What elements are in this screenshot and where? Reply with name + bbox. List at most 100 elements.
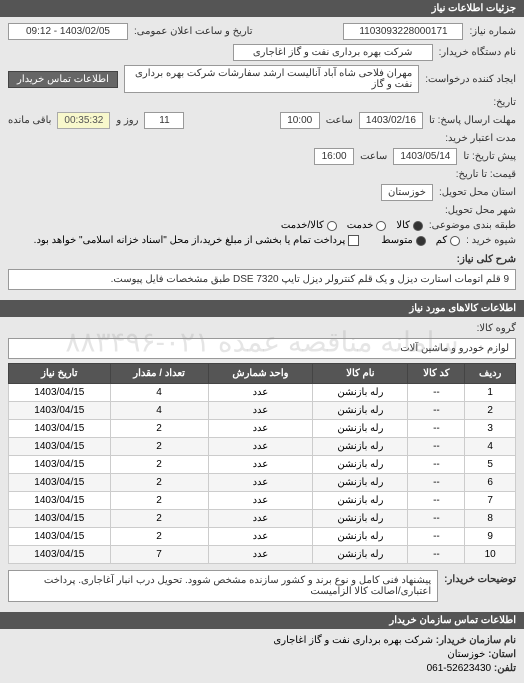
valid-hour-value: 16:00 bbox=[314, 148, 354, 165]
table-header-cell: تاریخ نیاز bbox=[9, 364, 111, 384]
radio-low-label: کم bbox=[436, 235, 447, 246]
table-row: 10--رله بازنشنعدد71403/04/15 bbox=[9, 546, 516, 564]
delivery-state-value: خوزستان bbox=[381, 184, 433, 201]
table-cell: -- bbox=[408, 492, 465, 510]
need-info-body: شماره نیاز: 1103093228000171 تاریخ و ساع… bbox=[0, 17, 524, 300]
table-cell: 4 bbox=[110, 384, 208, 402]
table-cell: رله بازنشن bbox=[313, 402, 408, 420]
table-cell: -- bbox=[408, 402, 465, 420]
table-cell: 2 bbox=[465, 402, 516, 420]
table-cell: رله بازنشن bbox=[313, 510, 408, 528]
remain-label: باقی مانده bbox=[8, 115, 51, 126]
contact-phone-value: 52623430-061 bbox=[427, 663, 492, 674]
table-cell: 2 bbox=[110, 456, 208, 474]
contact-info-header: اطلاعات تماس سازمان خریدار bbox=[0, 612, 524, 629]
table-cell: -- bbox=[408, 456, 465, 474]
deadline-date-value: 1403/02/16 bbox=[359, 112, 423, 129]
table-cell: 2 bbox=[110, 510, 208, 528]
table-cell: عدد bbox=[208, 420, 313, 438]
table-cell: 2 bbox=[110, 438, 208, 456]
radio-dot-icon bbox=[450, 236, 460, 246]
contact-phone-label: تلفن: bbox=[494, 663, 516, 674]
table-header-cell: تعداد / مقدار bbox=[110, 364, 208, 384]
budget-source-radio-group: کم متوسط bbox=[381, 235, 460, 246]
req-number-label: شماره نیاز: bbox=[469, 26, 516, 37]
table-cell: رله بازنشن bbox=[313, 528, 408, 546]
valid-date-value: 1403/05/14 bbox=[393, 148, 457, 165]
table-cell: 6 bbox=[465, 474, 516, 492]
need-info-header: جزئیات اطلاعات نیاز bbox=[0, 0, 524, 17]
table-row: 5--رله بازنشنعدد21403/04/15 bbox=[9, 456, 516, 474]
hour-label-2: ساعت bbox=[360, 151, 387, 162]
table-cell: -- bbox=[408, 510, 465, 528]
radio-service-label: خدمت bbox=[347, 220, 374, 231]
table-cell: -- bbox=[408, 438, 465, 456]
table-row: 3--رله بازنشنعدد21403/04/15 bbox=[9, 420, 516, 438]
table-cell: 1403/04/15 bbox=[9, 492, 111, 510]
table-row: 9--رله بازنشنعدد21403/04/15 bbox=[9, 528, 516, 546]
table-row: 1--رله بازنشنعدد41403/04/15 bbox=[9, 384, 516, 402]
table-cell: 4 bbox=[465, 438, 516, 456]
buyer-note-value: پیشنهاد فنی کامل و نوع برند و کشور سازند… bbox=[8, 570, 438, 602]
contact-state-label: استان: bbox=[488, 649, 516, 660]
table-cell: 1 bbox=[465, 384, 516, 402]
table-cell: عدد bbox=[208, 546, 313, 564]
hour-label-1: ساعت bbox=[326, 115, 353, 126]
contact-buyer-button[interactable]: اطلاعات تماس خریدار bbox=[8, 71, 118, 88]
buyer-note-label: توضیحات خریدار: bbox=[444, 570, 516, 585]
radio-goods[interactable]: کالا bbox=[396, 220, 423, 231]
table-cell: رله بازنشن bbox=[313, 438, 408, 456]
table-cell: 1403/04/15 bbox=[9, 420, 111, 438]
table-cell: 1403/04/15 bbox=[9, 438, 111, 456]
treasury-checkbox[interactable]: پرداخت تمام یا بخشی از مبلغ خرید،از محل … bbox=[34, 235, 360, 246]
table-cell: رله بازنشن bbox=[313, 474, 408, 492]
table-header-cell: ردیف bbox=[465, 364, 516, 384]
buyer-device-label: نام دستگاه خریدار: bbox=[439, 47, 516, 58]
countdown-timer: 00:35:32 bbox=[57, 112, 110, 129]
table-cell: رله بازنشن bbox=[313, 420, 408, 438]
table-cell: -- bbox=[408, 546, 465, 564]
requester-value: مهران فلاحی شاه آباد آنالیست ارشد سفارشا… bbox=[124, 65, 419, 93]
table-header-cell: نام کالا bbox=[313, 364, 408, 384]
table-cell: -- bbox=[408, 420, 465, 438]
goods-table: ردیفکد کالانام کالاواحد شمارشتعداد / مقد… bbox=[8, 363, 516, 564]
table-cell: 9 bbox=[465, 528, 516, 546]
delivery-state-label: استان محل تحویل: bbox=[439, 187, 516, 198]
deadline-label: مهلت ارسال پاسخ: تا bbox=[429, 115, 516, 126]
table-cell: -- bbox=[408, 384, 465, 402]
table-cell: 3 bbox=[465, 420, 516, 438]
radio-goods-label: کالا bbox=[396, 220, 410, 231]
table-cell: 1403/04/15 bbox=[9, 546, 111, 564]
radio-dot-icon bbox=[376, 221, 386, 231]
table-cell: 8 bbox=[465, 510, 516, 528]
table-header-cell: واحد شمارش bbox=[208, 364, 313, 384]
requester-label: ایجاد کننده درخواست: bbox=[425, 74, 516, 85]
table-header-cell: کد کالا bbox=[408, 364, 465, 384]
table-cell: 1403/04/15 bbox=[9, 402, 111, 420]
radio-dot-icon bbox=[327, 221, 337, 231]
req-number-value: 1103093228000171 bbox=[343, 23, 463, 40]
table-cell: -- bbox=[408, 528, 465, 546]
announce-date-label: تاریخ و ساعت اعلان عمومی: bbox=[134, 26, 253, 37]
table-row: 7--رله بازنشنعدد21403/04/15 bbox=[9, 492, 516, 510]
radio-mid[interactable]: متوسط bbox=[381, 235, 425, 246]
general-desc-value: 9 قلم اتومات استارت دیزل و یک قلم کنترول… bbox=[8, 269, 516, 290]
treasury-checkbox-label: پرداخت تمام یا بخشی از مبلغ خرید،از محل … bbox=[34, 235, 346, 246]
radio-low[interactable]: کم bbox=[436, 235, 460, 246]
table-cell: عدد bbox=[208, 402, 313, 420]
table-cell: عدد bbox=[208, 438, 313, 456]
table-cell: 1403/04/15 bbox=[9, 510, 111, 528]
contact-info-body: نام سازمان خریدار: شرکت بهره برداری نفت … bbox=[0, 629, 524, 683]
table-cell: عدد bbox=[208, 474, 313, 492]
table-row: 2--رله بازنشنعدد41403/04/15 bbox=[9, 402, 516, 420]
valid-date-label-1: مدت اعتبار خرید: bbox=[445, 133, 516, 144]
radio-dot-icon bbox=[416, 236, 426, 246]
general-desc-label: شرح کلی نیاز: bbox=[457, 254, 516, 265]
table-cell: 2 bbox=[110, 474, 208, 492]
radio-both[interactable]: کالا/خدمت bbox=[281, 220, 337, 231]
checkbox-icon bbox=[348, 235, 359, 246]
radio-service[interactable]: خدمت bbox=[347, 220, 387, 231]
table-cell: 4 bbox=[110, 402, 208, 420]
table-cell: 1403/04/15 bbox=[9, 474, 111, 492]
radio-mid-label: متوسط bbox=[381, 235, 412, 246]
